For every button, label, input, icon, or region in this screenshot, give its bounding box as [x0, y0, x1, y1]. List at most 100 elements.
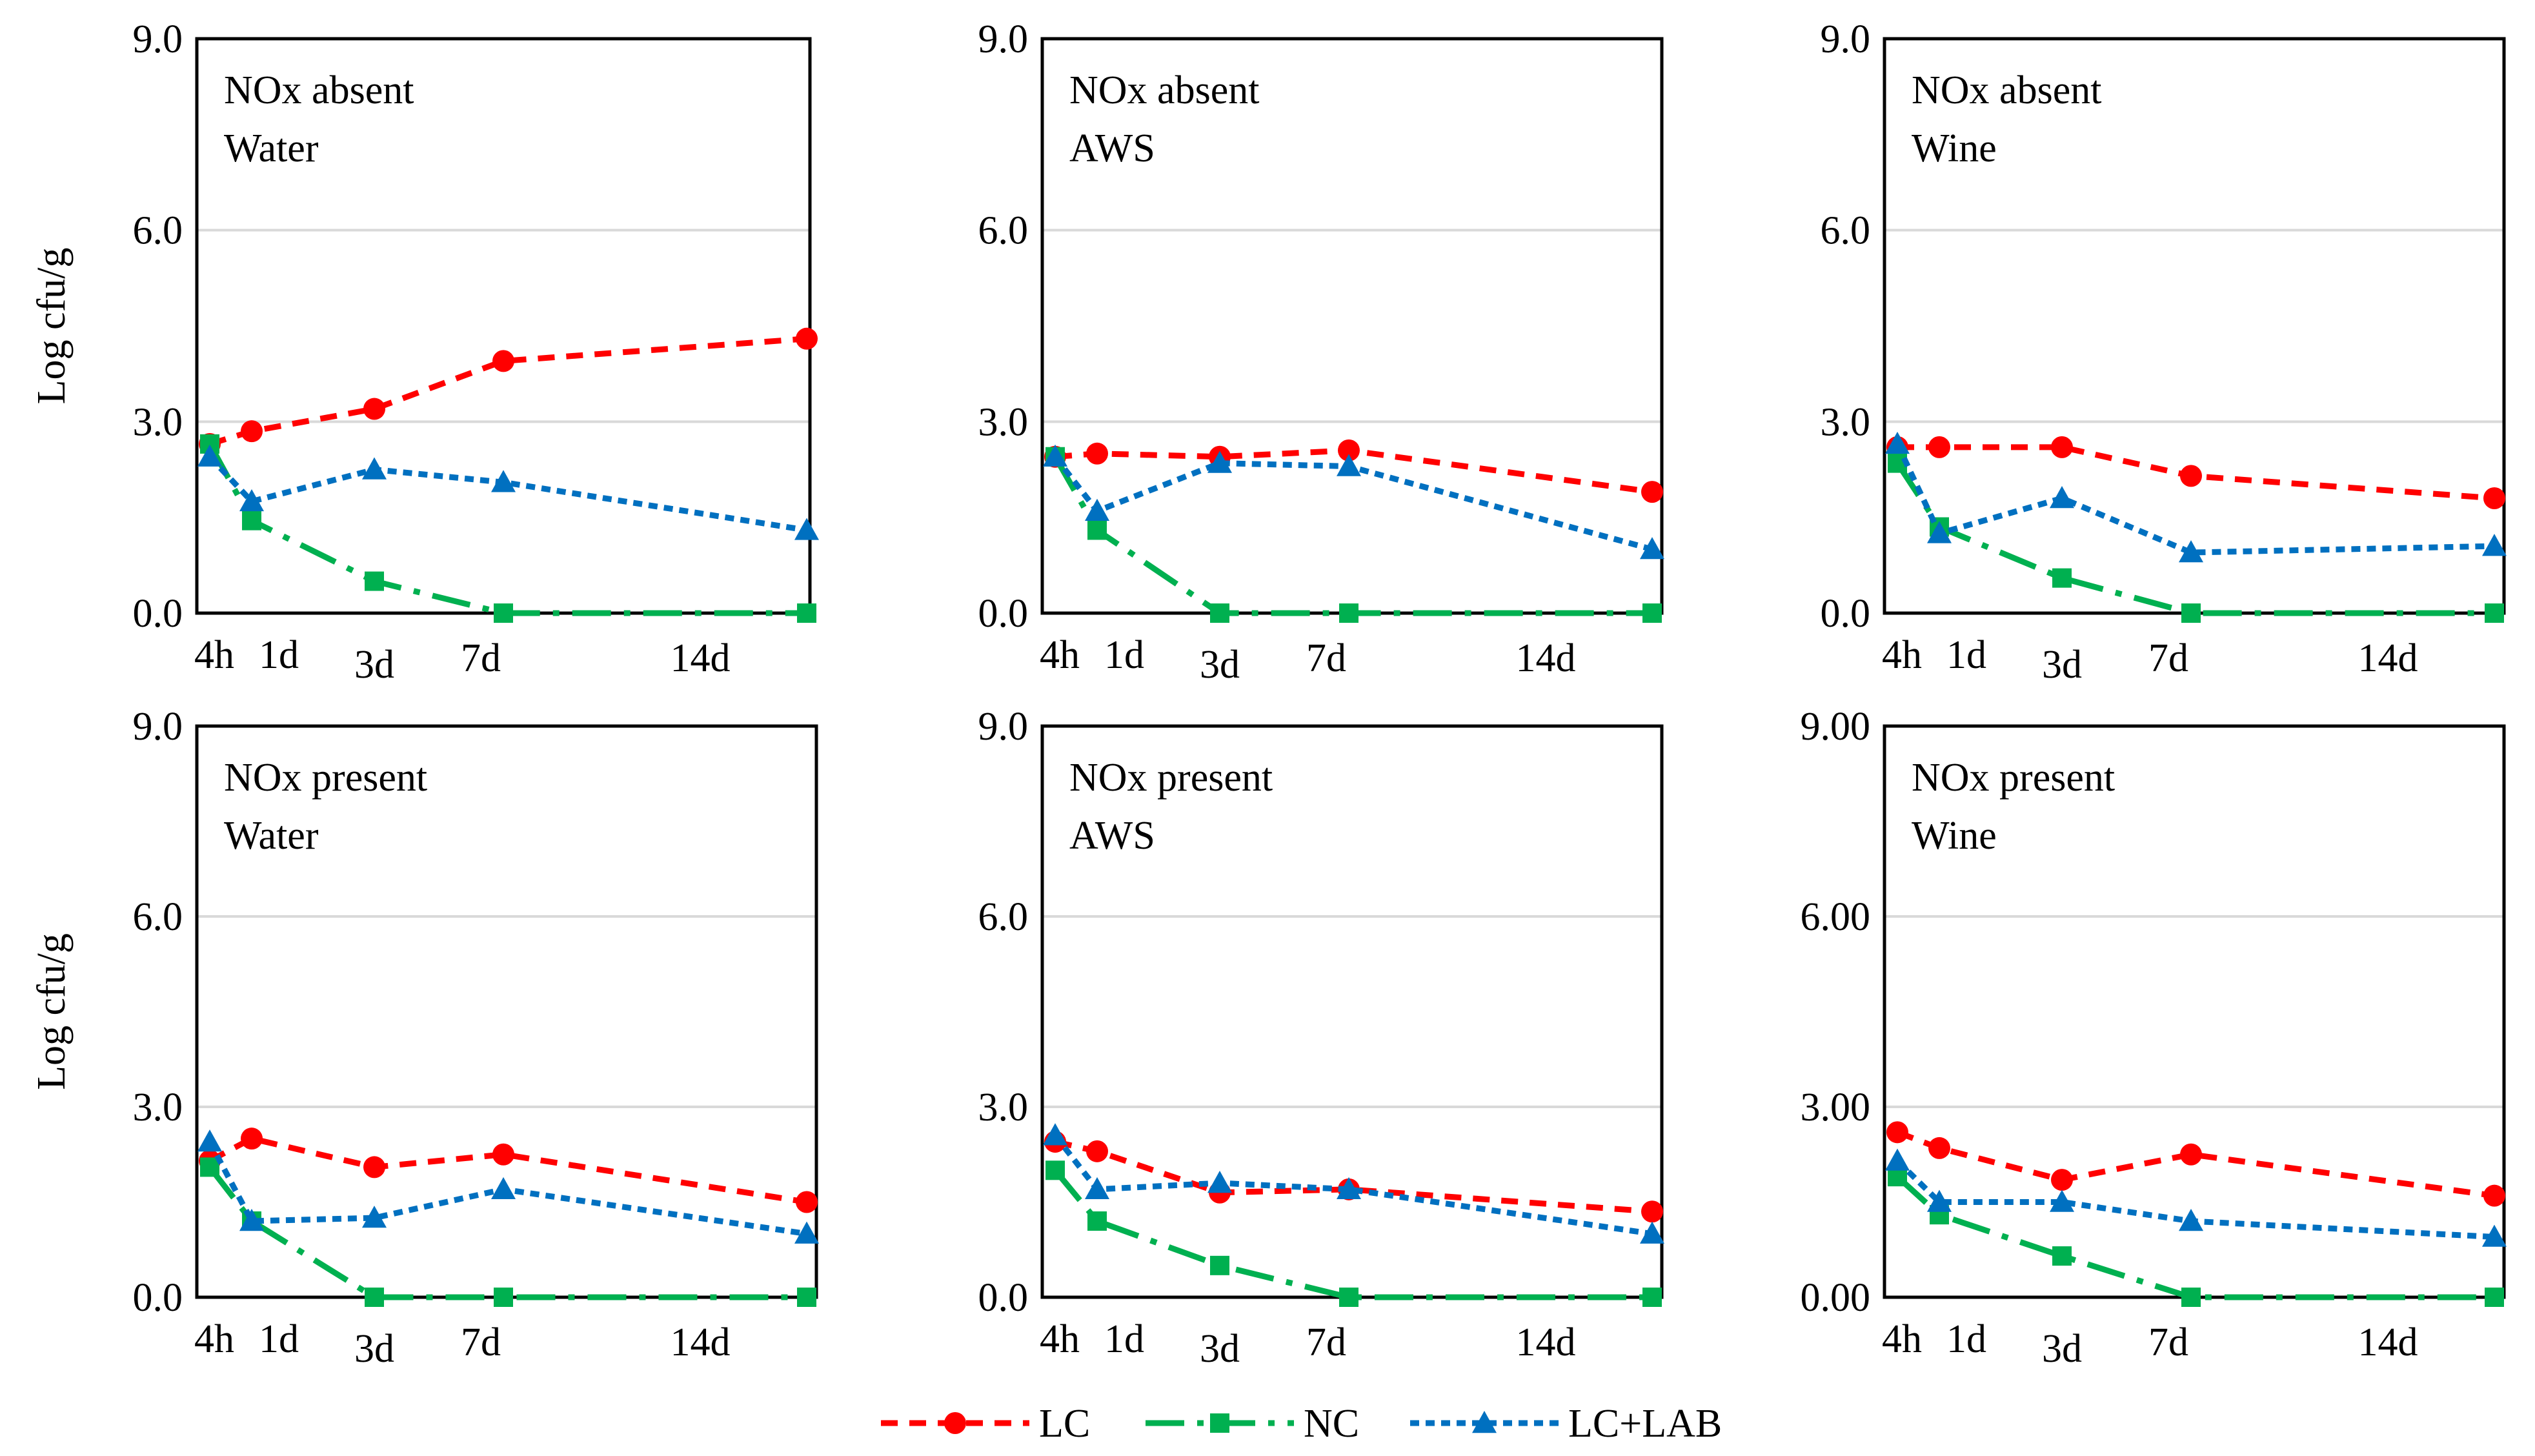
data-point-nc: [1210, 603, 1229, 623]
data-point-nc: [1339, 603, 1358, 623]
data-point-lc-lab: [362, 1206, 387, 1228]
data-point-lc-lab: [2050, 1189, 2074, 1212]
data-point-nc: [2181, 603, 2201, 623]
data-point-lc-lab: [794, 1221, 819, 1244]
data-point-lc: [1928, 436, 1950, 458]
panel-title-line: Wine: [1912, 126, 1997, 170]
panel-title-line: AWS: [1069, 126, 1155, 170]
data-point-lc-lab: [1207, 450, 1232, 473]
data-point-nc: [1642, 1288, 1662, 1307]
x-tick-label: 14d: [1516, 636, 1576, 680]
y-tick-label: 6.0: [1821, 209, 1871, 253]
y-tick-label: 9.00: [1801, 705, 1871, 749]
data-point-nc: [1210, 1255, 1229, 1275]
data-point-lc: [241, 420, 263, 443]
x-tick-label: 3d: [1200, 643, 1240, 687]
data-point-lc-lab: [1043, 1123, 1067, 1146]
x-tick-label: 1d: [1104, 1317, 1144, 1361]
series-line-lc: [1897, 444, 2495, 501]
y-tick-label: 6.00: [1801, 895, 1871, 939]
panel-title-line: NOx present: [224, 756, 427, 800]
x-tick-label: 4h: [1882, 633, 1922, 677]
data-point-lc-lab: [2482, 534, 2507, 556]
panel-title-line: AWS: [1069, 814, 1155, 858]
x-tick-label: 3d: [2042, 1327, 2082, 1371]
data-point-nc: [2485, 1288, 2504, 1307]
data-point-lc: [796, 1191, 818, 1213]
data-point-nc: [2052, 1246, 2072, 1266]
plot-frame: [195, 724, 818, 1299]
chart-panel-1: 0.0 3.0 6.0 9.0 4h 1d 3d 7d 14d Log cfu/g NOx abse…: [30, 17, 819, 687]
data-point-lc-lab: [197, 1129, 222, 1152]
data-point-lc: [492, 350, 514, 372]
data-point-lc-lab: [2482, 1224, 2507, 1247]
x-tick-label: 7d: [461, 1320, 501, 1364]
y-axis-label: Log cfu/g: [30, 933, 74, 1090]
legend-label-lc: LC: [1039, 1402, 1090, 1446]
data-point-nc: [200, 1157, 219, 1177]
x-tick-label: 14d: [2358, 636, 2418, 680]
x-tick-label: 1d: [259, 1317, 299, 1361]
legend-label-nc: NC: [1304, 1402, 1359, 1446]
plot-frame: [1883, 37, 2506, 615]
data-point-lc-lab: [1337, 1177, 1361, 1200]
x-tick-label: 4h: [194, 633, 234, 677]
data-point-nc: [1087, 1211, 1107, 1231]
series-line-lc: [1055, 1138, 1653, 1215]
series-line-lc-lab: [207, 454, 807, 533]
panel-title-line: Water: [224, 814, 319, 858]
series-line-lc-lab: [1053, 454, 1653, 552]
plot-frame: [1883, 724, 2506, 1299]
y-tick-label: 6.0: [978, 895, 1029, 939]
series-line-nc: [1053, 455, 1652, 616]
plot-frame: [1040, 724, 1664, 1299]
x-tick-label: 14d: [671, 636, 731, 680]
x-tick-label: 4h: [1040, 633, 1080, 677]
x-tick-label: 1d: [259, 633, 299, 677]
data-point-lc: [796, 327, 818, 350]
data-point-lc-lab: [2179, 1209, 2203, 1231]
x-tick-label: 14d: [2358, 1320, 2418, 1364]
data-point-lc: [241, 1127, 263, 1150]
panel-title-line: Water: [224, 126, 319, 170]
data-point-nc: [1087, 520, 1107, 540]
data-point-lc: [2483, 1184, 2505, 1207]
x-tick-label: 7d: [2148, 1320, 2188, 1364]
x-tick-label: 7d: [1306, 636, 1346, 680]
y-tick-label: 6.0: [133, 895, 183, 939]
y-tick-label: 0.00: [1801, 1276, 1871, 1320]
y-tick-label: 3.0: [1821, 400, 1871, 444]
y-tick-label: 3.0: [978, 400, 1029, 444]
legend-marker-nc: [1210, 1413, 1229, 1433]
series-line-nc: [207, 442, 807, 616]
data-point-lc: [2180, 465, 2202, 487]
data-point-nc: [2485, 603, 2504, 623]
panel-title-line: NOx absent: [1912, 68, 2101, 112]
data-point-lc-lab: [1085, 498, 1109, 521]
data-point-lc-lab: [1927, 521, 1952, 543]
y-tick-label: 0.0: [978, 592, 1029, 636]
data-point-lc-lab: [1043, 444, 1067, 467]
series-line-lc-lab: [1895, 1158, 2495, 1240]
y-tick-label: 6.0: [978, 209, 1029, 253]
series-line-lc: [208, 336, 807, 447]
y-tick-label: 0.0: [978, 1276, 1029, 1320]
y-tick-label: 3.0: [978, 1086, 1029, 1129]
data-point-nc: [797, 1288, 816, 1307]
panel-title-line: NOx present: [1912, 756, 2115, 800]
y-tick-label: 9.0: [133, 705, 183, 749]
x-tick-label: 1d: [1104, 633, 1144, 677]
data-point-lc-lab: [1207, 1171, 1232, 1193]
x-tick-label: 1d: [1946, 1317, 1986, 1361]
legend-marker-lc: [944, 1412, 966, 1434]
x-tick-label: 4h: [1040, 1317, 1080, 1361]
legend-label-lc-lab: LC+LAB: [1568, 1402, 1722, 1446]
data-point-nc: [2052, 568, 2072, 588]
data-point-lc: [1338, 439, 1360, 461]
data-point-nc: [1045, 1160, 1065, 1180]
data-point-lc: [1928, 1137, 1950, 1159]
legend-marker-lc-lab: [1472, 1411, 1497, 1433]
y-tick-label: 0.0: [1821, 592, 1871, 636]
y-tick-label: 9.0: [1821, 17, 1871, 61]
